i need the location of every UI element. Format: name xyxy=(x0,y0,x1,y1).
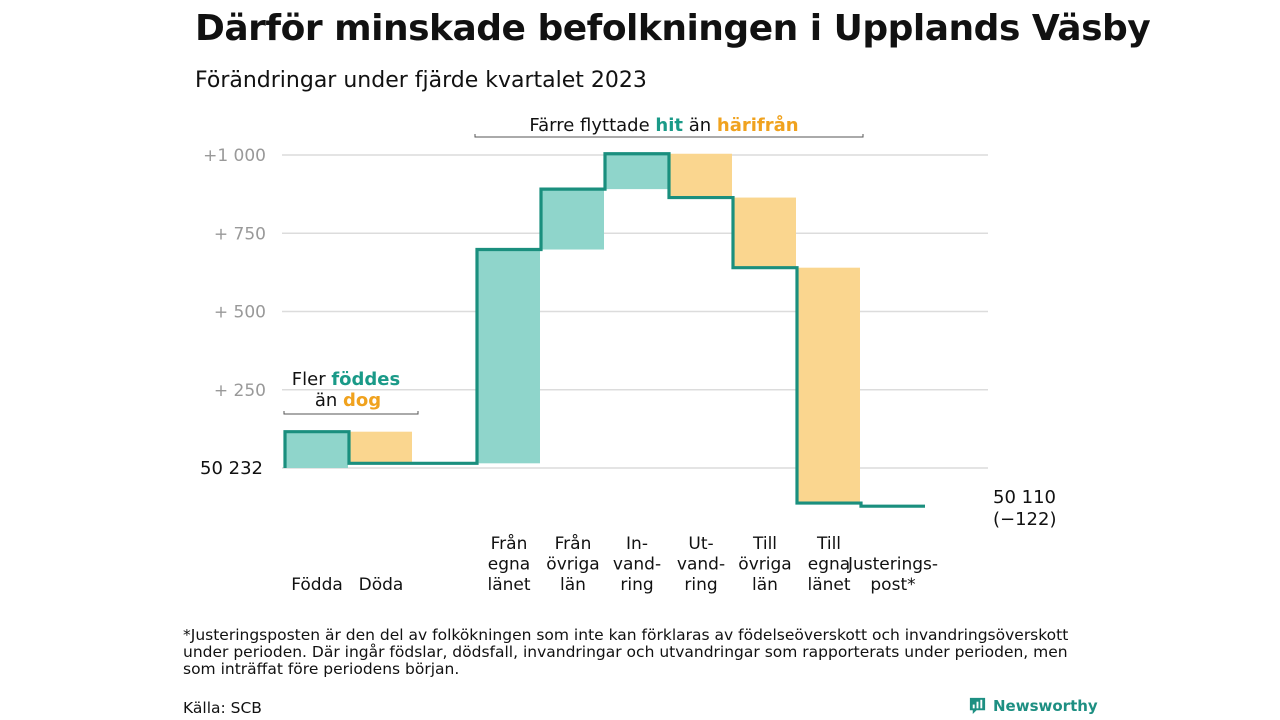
category-label: Ut- xyxy=(688,534,713,554)
migration-bracket xyxy=(474,134,864,138)
y-tick-label: + 750 xyxy=(214,224,266,244)
decrease-bar xyxy=(349,431,412,464)
category-label: övriga xyxy=(546,555,599,575)
category-label: länet xyxy=(487,575,530,595)
bar-chart-icon xyxy=(969,697,986,715)
category-label: länet xyxy=(807,575,850,595)
increase-bar xyxy=(285,431,348,468)
end-change-label: (−122) xyxy=(993,509,1056,530)
y-tick-label: + 250 xyxy=(214,381,266,401)
increase-bar xyxy=(477,249,540,464)
category-label: Döda xyxy=(359,575,404,595)
category-label: In- xyxy=(626,534,648,554)
category-label: övriga xyxy=(738,555,791,575)
category-label: egna xyxy=(488,555,530,575)
annotation-text: än xyxy=(683,115,717,136)
births-bracket xyxy=(283,411,419,415)
waterfall-line xyxy=(283,152,925,508)
chart-subtitle: Förändringar under fjärde kvartalet 2023 xyxy=(195,68,647,93)
decrease-bar xyxy=(669,153,732,198)
category-label: vand- xyxy=(677,555,725,575)
category-label: Från xyxy=(491,533,528,554)
annotation-text: Fler xyxy=(292,369,332,390)
y-tick-label: + 500 xyxy=(214,303,266,323)
decrease-bar xyxy=(733,197,796,268)
category-label: Justerings- xyxy=(847,555,938,575)
end-value-label: 50 110 xyxy=(993,487,1056,508)
category-label: län xyxy=(560,575,586,595)
y-tick-label: +1 000 xyxy=(203,146,266,166)
annotation-text: Färre flyttade xyxy=(529,115,655,136)
source-label: Källa: SCB xyxy=(183,699,262,717)
category-label: Från xyxy=(555,533,592,554)
annotation-highlight: dog xyxy=(343,390,381,411)
chart-title: Därför minskade befolkningen i Upplands … xyxy=(195,8,1151,49)
category-label: Till xyxy=(816,534,841,554)
category-label: post* xyxy=(870,575,915,595)
increase-bar xyxy=(605,153,668,190)
births-annotation-line2: än dog xyxy=(315,390,381,411)
brand[interactable]: Newsworthy xyxy=(968,696,1098,715)
decrease-bar xyxy=(797,267,860,504)
category-label: län xyxy=(752,575,778,595)
migration-annotation: Färre flyttade hit än härifrån xyxy=(529,114,798,136)
births-annotation-line1: Fler föddes xyxy=(292,369,400,390)
increase-bar xyxy=(541,189,604,250)
category-label: ring xyxy=(620,575,653,595)
annotation-highlight: föddes xyxy=(331,369,400,390)
category-label: Till xyxy=(752,534,777,554)
annotation-text: än xyxy=(315,390,343,411)
brand-name: Newsworthy xyxy=(993,696,1098,715)
annotation-highlight: hit xyxy=(655,115,683,136)
category-label: vand- xyxy=(613,555,661,575)
annotation-highlight: härifrån xyxy=(717,114,799,136)
footnote: *Justeringsposten är den del av folkökni… xyxy=(183,626,1069,678)
category-label: Födda xyxy=(291,575,343,595)
category-label: egna xyxy=(808,555,850,575)
start-value-label: 50 232 xyxy=(200,458,263,479)
waterfall-chart: +1 000 + 750 + 500 + 250 50 232 Födda Döda Från… xyxy=(200,114,1056,595)
category-label: ring xyxy=(684,575,717,595)
